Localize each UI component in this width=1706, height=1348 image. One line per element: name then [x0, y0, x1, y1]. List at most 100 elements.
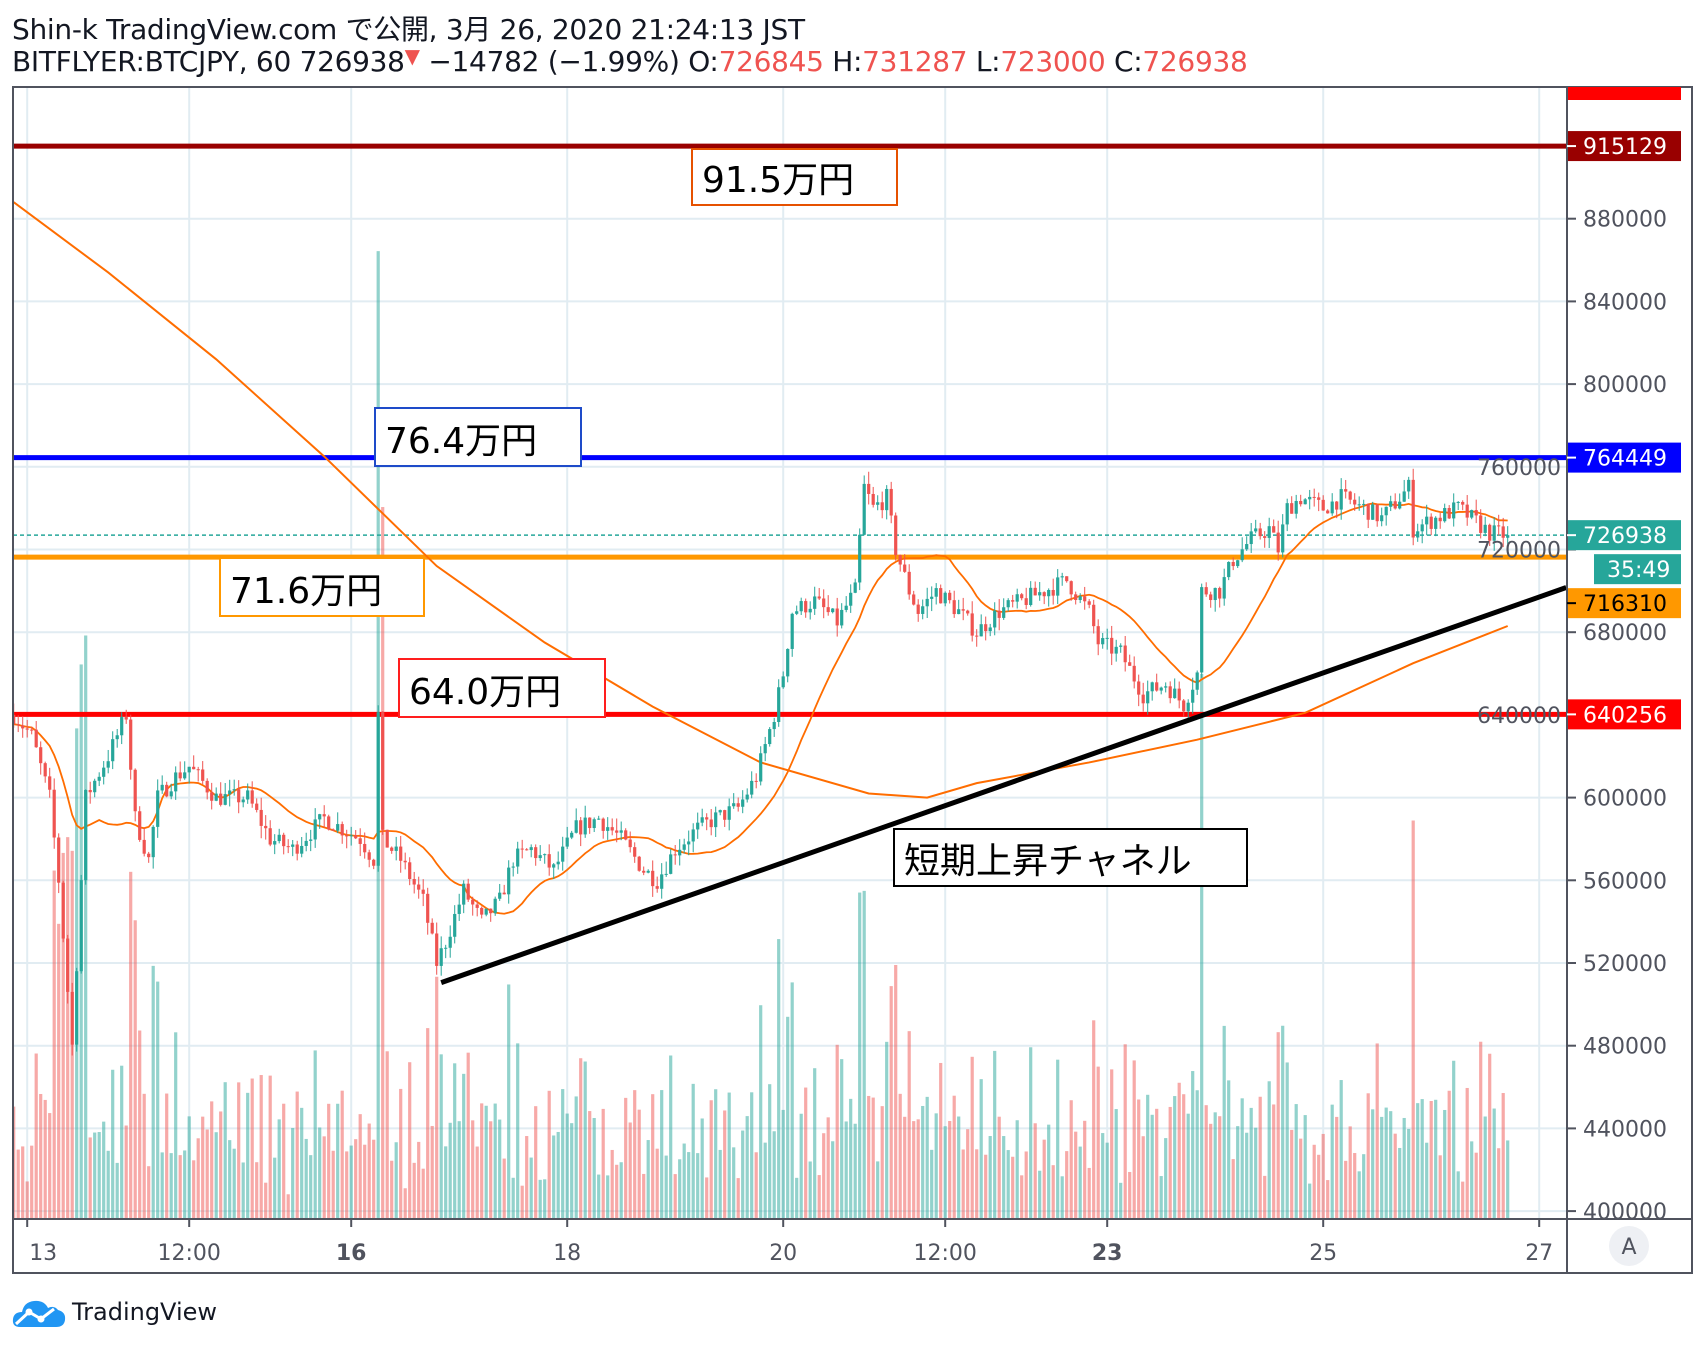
volume-bar — [444, 1146, 448, 1219]
publish-info: Shin-k TradingView.com で公開, 3月 26, 2020 … — [12, 8, 805, 48]
annotation-0[interactable]: 91.5万円 — [691, 148, 898, 206]
candle — [786, 648, 790, 683]
candle — [228, 779, 232, 807]
annotation-box[interactable] — [691, 148, 898, 206]
volume-bar — [93, 1132, 97, 1219]
candle-body — [453, 913, 457, 937]
volume-bar — [588, 1111, 592, 1219]
annotation-box[interactable] — [219, 557, 425, 617]
volume-bar — [984, 1154, 988, 1219]
volume-bar — [1461, 1181, 1465, 1219]
annotation-box[interactable] — [398, 658, 606, 718]
candle-body — [507, 867, 511, 895]
long-moving-average — [13, 201, 1509, 799]
candle-body — [70, 991, 74, 1045]
volume-bar — [1078, 1146, 1082, 1219]
candle-body — [1263, 536, 1267, 538]
symbol-name[interactable]: BITFLYER:BTCJPY, 60 — [12, 45, 291, 78]
price-tick-label: 440000 — [1583, 1117, 1667, 1142]
candle — [1047, 588, 1051, 607]
candle — [898, 554, 902, 572]
candle — [133, 768, 137, 822]
last-price-label: 726938 — [1567, 520, 1681, 551]
volume-bar — [916, 1119, 920, 1219]
candle-body — [516, 848, 520, 867]
candle-body — [1339, 489, 1343, 510]
candle — [70, 982, 74, 1056]
candle-body — [1362, 503, 1366, 505]
volume-bar — [435, 976, 439, 1219]
annotation-box[interactable] — [893, 828, 1248, 887]
candle — [1096, 619, 1100, 656]
annotation-1[interactable]: 76.4万円 — [374, 407, 582, 467]
candle-body — [1425, 516, 1429, 525]
volume-bar — [1501, 1093, 1505, 1219]
volume-bar — [237, 1082, 241, 1219]
volume-bar — [138, 1030, 142, 1219]
volume-bar — [939, 1062, 943, 1219]
time-axis[interactable]: 13 12:00 16 18 20 12:00 23 25 27 — [26, 1219, 1553, 1266]
plot-area[interactable] — [12, 87, 1567, 1219]
volume-bar — [214, 1132, 218, 1219]
candle-body — [745, 794, 749, 800]
candle — [826, 595, 830, 616]
candle — [1353, 493, 1357, 511]
candle-body — [934, 588, 938, 597]
annotation-box[interactable] — [374, 407, 582, 467]
volume-bar — [871, 1097, 875, 1219]
volume-bar — [120, 1065, 124, 1219]
volume-bar — [885, 1041, 889, 1219]
candle — [970, 601, 974, 642]
annotation-3[interactable]: 64.0万円 — [398, 658, 606, 718]
volume-bar — [340, 1090, 344, 1219]
candle — [1168, 681, 1172, 704]
candle — [952, 590, 956, 618]
candle — [408, 857, 412, 886]
volume-bar — [655, 1148, 659, 1219]
volume-bar — [201, 1116, 205, 1219]
volume-bar — [115, 1162, 119, 1219]
volume-bar — [1204, 1105, 1208, 1219]
symbol-legend: BITFLYER:BTCJPY, 60 726938▼ −14782 (−1.9… — [12, 44, 1248, 78]
candle-body — [1465, 504, 1469, 518]
trend-line[interactable] — [440, 585, 1567, 985]
tradingview-logo[interactable]: TradingView — [12, 1296, 217, 1328]
candle-body — [655, 886, 659, 889]
volume-bar — [988, 1136, 992, 1219]
volume-bar — [826, 1117, 830, 1219]
auto-scale-circle[interactable] — [1609, 1226, 1649, 1266]
candle-body — [1276, 532, 1280, 553]
candle-body — [480, 907, 484, 915]
price-axis[interactable]: 400000 440000 480000 520000 560000 600000 6400… — [1477, 208, 1667, 1225]
price-tick-label: 400000 — [1583, 1200, 1667, 1225]
candle — [1038, 581, 1042, 601]
candle-body — [1119, 645, 1123, 647]
candle-body — [1308, 496, 1312, 500]
candle-body — [781, 676, 785, 688]
volume-bar — [30, 1145, 34, 1219]
auto-scale-button[interactable]: A — [1609, 1226, 1649, 1266]
candle — [664, 861, 668, 877]
candle-body — [691, 829, 695, 842]
candle — [1114, 639, 1118, 662]
candle-body — [13, 714, 16, 725]
candle — [1083, 586, 1087, 610]
volume-bar — [304, 1138, 308, 1219]
candle-body — [61, 882, 65, 939]
candle-body — [246, 790, 250, 800]
volume-bar — [210, 1101, 214, 1219]
annotation-4[interactable]: 短期上昇チャネル — [893, 828, 1248, 887]
candle-body — [1335, 501, 1339, 510]
candle-body — [669, 854, 673, 874]
candle — [1056, 569, 1060, 605]
annotation-2[interactable]: 71.6万円 — [219, 557, 425, 617]
volume-bar — [1051, 1165, 1055, 1219]
candle — [358, 828, 362, 857]
candle-body — [804, 601, 808, 613]
candle — [304, 832, 308, 852]
candle — [619, 821, 623, 841]
candle — [696, 812, 700, 839]
candle-body — [1267, 526, 1271, 538]
candle — [124, 709, 128, 724]
